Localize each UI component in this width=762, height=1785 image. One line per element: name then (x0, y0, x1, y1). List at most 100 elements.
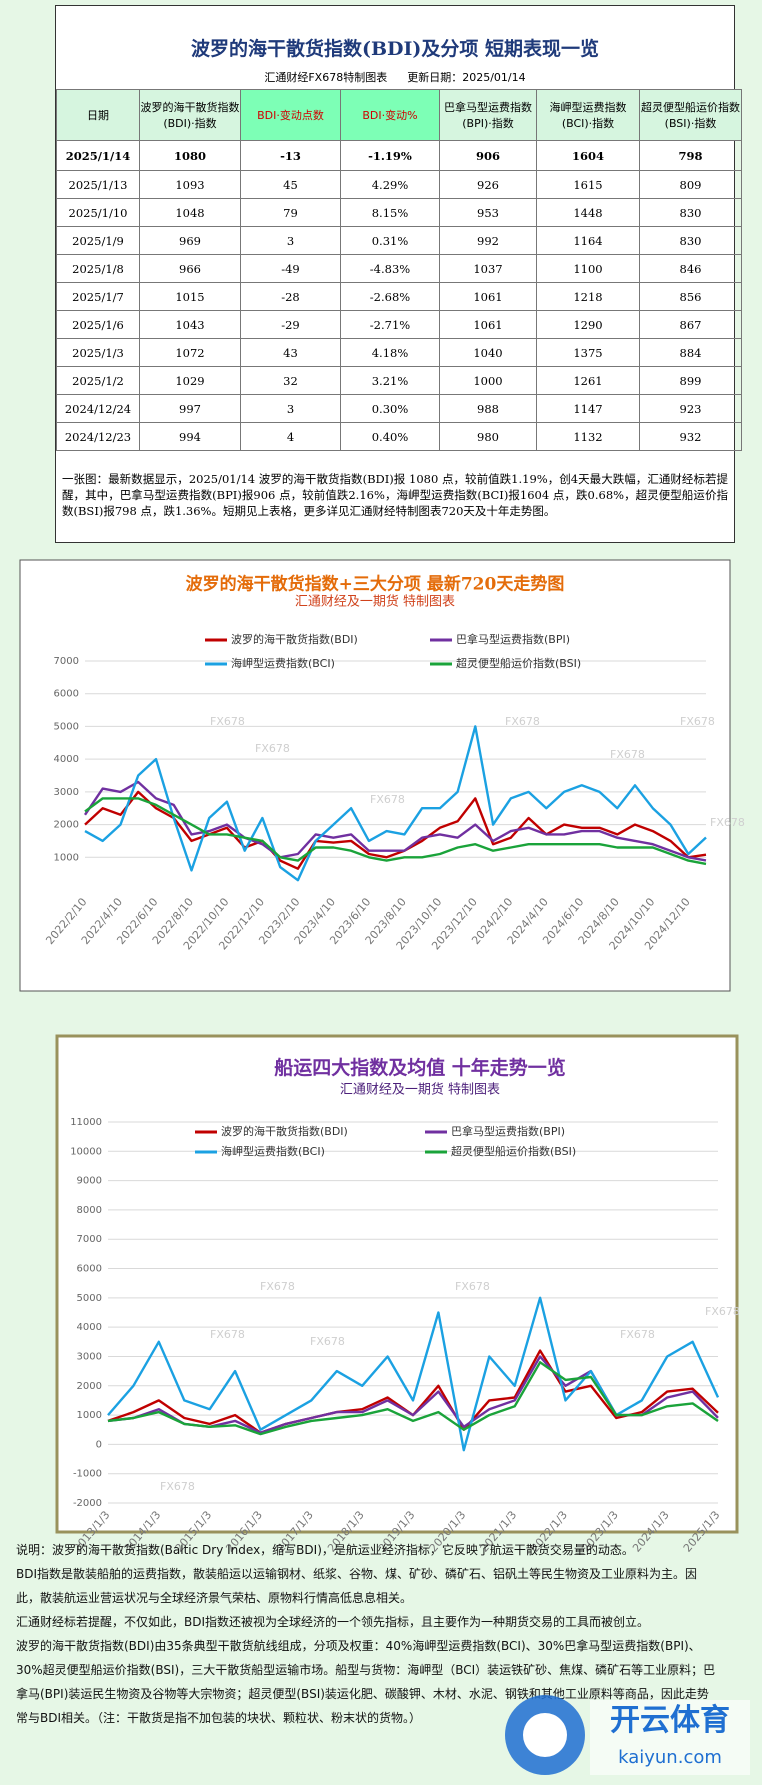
table-row: 2025/1/7 1015 -28 -2.68% 1061 1218 856 (56, 282, 742, 311)
cell: 1093 (139, 170, 241, 199)
cell: 1100 (536, 254, 640, 283)
legend-label: 超灵便型船运价指数(BSI) (456, 656, 581, 670)
series-line (84, 725, 707, 882)
watermark: FX678 (680, 715, 715, 728)
cell: 1048 (139, 198, 241, 227)
y-tick-label: 6000 (54, 689, 79, 700)
watermark: FX678 (610, 748, 645, 761)
watermark: FX678 (710, 816, 745, 829)
table-row: 2025/1/8 966 -49 -4.83% 1037 1100 846 (56, 254, 742, 283)
summary-panel: 波罗的海干散货指数(BDI)及分项 短期表现一览 汇通财经FX678特制图表 更新… (55, 5, 742, 543)
cell: 8.15% (340, 198, 440, 227)
y-tick-label: 9000 (77, 1176, 102, 1187)
cell: 1448 (536, 198, 640, 227)
legend-label: 海岬型运费指数(BCI) (221, 1144, 325, 1158)
cell: 899 (639, 366, 742, 395)
cell: 0.30% (340, 394, 440, 423)
cell: 980 (439, 422, 537, 451)
cell: 0.31% (340, 226, 440, 255)
legend-label: 巴拿马型运费指数(BPI) (456, 632, 570, 646)
chart-subtitle: 汇通财经及一期货 特制图表 (340, 1082, 500, 1098)
chart-title: 波罗的海干散货指数+三大分项 最新720天走势图 (186, 574, 565, 595)
y-tick-label: 0 (96, 1439, 102, 1450)
series-line (84, 797, 707, 866)
cell: 1080 (139, 140, 241, 171)
data-table: 日期 波罗的海干散货指数(BDI)·指数 BDI·变动点数 BDI·变动% 巴拿马型运费… (56, 89, 742, 451)
paragraph: BDI指数是散装船舶的运费指数，散装船运以运输钢材、纸浆、谷物、煤、矿砂、磷矿石… (16, 1567, 698, 1605)
table-subtitle: 汇通财经FX678特制图表 更新日期：2025/01/14 (56, 69, 734, 85)
cell: -28 (240, 282, 341, 311)
cell: 1000 (439, 366, 537, 395)
cell: 830 (639, 198, 742, 227)
cell: 932 (639, 422, 742, 451)
y-tick-label: 3000 (54, 787, 79, 798)
legend-label: 巴拿马型运费指数(BPI) (451, 1124, 565, 1138)
cell: 4.29% (340, 170, 440, 199)
table-row: 2025/1/6 1043 -29 -2.71% 1061 1290 867 (56, 310, 742, 339)
cell: 4.18% (340, 338, 440, 367)
y-tick-label: 5000 (54, 721, 79, 732)
cell: 969 (139, 226, 241, 255)
series-line (84, 780, 707, 862)
watermark: FX678 (455, 1280, 490, 1293)
chart2-frame (55, 1034, 739, 1534)
y-tick-label: 4000 (54, 754, 79, 765)
cell: 1290 (536, 310, 640, 339)
cell: 906 (439, 140, 537, 171)
header-cell: 日期 (56, 89, 140, 141)
cell: 0.40% (340, 422, 440, 451)
table-title: 波罗的海干散货指数(BDI)及分项 短期表现一览 (190, 38, 600, 60)
cell: 2025/1/10 (56, 198, 140, 227)
cell: 856 (639, 282, 742, 311)
cell: 923 (639, 394, 742, 423)
cell: 32 (240, 366, 341, 395)
y-tick-label: 2000 (54, 820, 79, 831)
table-row: 2025/1/13 1093 45 4.29% 926 1615 809 (56, 170, 742, 199)
table-row: 2025/1/2 1029 32 3.21% 1000 1261 899 (56, 366, 742, 395)
watermark: FX678 (160, 1480, 195, 1493)
y-tick-label: 2000 (77, 1381, 102, 1392)
cell: 1043 (139, 310, 241, 339)
series-line (84, 790, 707, 870)
watermark: FX678 (370, 793, 405, 806)
chart-title: 船运四大指数及均值 十年走势一览 (274, 1056, 566, 1079)
table-row: 2025/1/10 1048 79 8.15% 953 1448 830 (56, 198, 742, 227)
legend-label: 波罗的海干散货指数(BDI) (231, 632, 358, 646)
y-tick-label: 5000 (77, 1293, 102, 1304)
watermark: FX678 (310, 1335, 345, 1348)
cell: 809 (639, 170, 742, 199)
cell: 1615 (536, 170, 640, 199)
cell: 1029 (139, 366, 241, 395)
updated: 更新日期：2025/01/14 (407, 71, 526, 84)
watermark: FX678 (210, 715, 245, 728)
cell: 1072 (139, 338, 241, 367)
table-row: 2025/1/9 969 3 0.31% 992 1164 830 (56, 226, 742, 255)
y-tick-label: 6000 (77, 1264, 102, 1275)
cell: 3 (240, 394, 341, 423)
y-tick-label: 1000 (77, 1410, 102, 1421)
series-line (107, 1361, 719, 1436)
y-tick-label: -2000 (73, 1498, 102, 1509)
table-row: 2025/1/14 1080 -13 -1.19% 906 1604 798 (56, 140, 742, 171)
cell: 2025/1/13 (56, 170, 140, 199)
cell: 2025/1/8 (56, 254, 140, 283)
header-cell: 海岬型运费指数(BCI)·指数 (536, 89, 640, 141)
cell: 2024/12/23 (56, 422, 140, 451)
table-row: 2024/12/23 994 4 0.40% 980 1132 932 (56, 422, 742, 451)
legend-label: 海岬型运费指数(BCI) (231, 656, 335, 670)
watermark: FX678 (210, 1328, 245, 1341)
cell: 2024/12/24 (56, 394, 140, 423)
cell: 994 (139, 422, 241, 451)
cell: -2.68% (340, 282, 440, 311)
watermark: FX678 (620, 1328, 655, 1341)
y-tick-label: -1000 (73, 1469, 102, 1480)
header-cell: BDI·变动% (340, 89, 440, 141)
cell: 1061 (439, 310, 537, 339)
paragraph: 说明：波罗的海干散货指数(Baltic Dry Index，缩写BDI)，是航运… (16, 1543, 634, 1557)
watermark: FX678 (255, 742, 290, 755)
description: 说明：波罗的海干散货指数(Baltic Dry Index，缩写BDI)，是航运… (16, 1538, 716, 1730)
y-tick-label: 7000 (54, 656, 79, 667)
note: 一张图：最新数据显示，2025/01/14 波罗的海干散货指数(BDI)报 10… (62, 472, 728, 518)
